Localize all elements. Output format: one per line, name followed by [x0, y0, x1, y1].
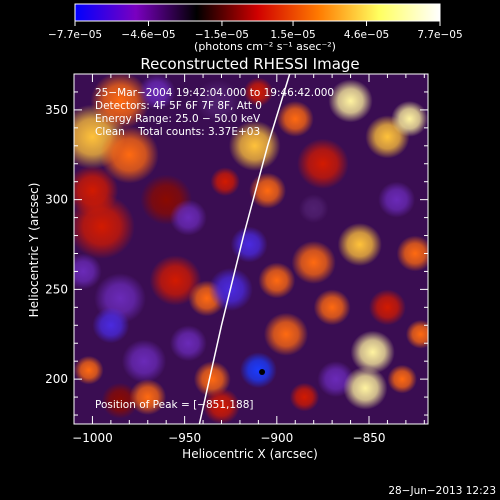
heatmap-blob	[350, 330, 395, 374]
heatmap-blob	[149, 255, 202, 306]
colorbar-ticks: −7.7e−05 −4.6e−05 −1.5e−05 1.5e−05 4.6e−05 7.…	[48, 21, 463, 41]
heatmap-blob	[210, 167, 240, 197]
colorbar-tick-label: 1.5e−05	[270, 29, 315, 41]
chart-title: Reconstructed RHESSI Image	[140, 55, 359, 73]
colorbar-tick-label: −1.5e−05	[195, 29, 249, 41]
annotation-time-range: 25−Mar−2004 19:42:04.000 to 19:46:42.000	[95, 87, 334, 99]
heatmap-blob	[129, 379, 167, 416]
heatmap-blob	[90, 74, 150, 130]
heatmap-blob	[289, 382, 320, 412]
heatmap-blob	[121, 339, 167, 383]
heatmap-blob	[405, 319, 428, 349]
y-axis: 200 250 300 350	[45, 73, 428, 416]
x-tick-label: −900	[260, 431, 293, 445]
heatmap-blob	[337, 222, 382, 267]
heatmap-blob	[396, 235, 428, 272]
heatmap-blob	[169, 325, 207, 362]
y-tick-label: 300	[45, 193, 68, 207]
heatmap-blob	[138, 74, 176, 110]
heatmap-blob	[249, 172, 287, 209]
x-tick-label: −950	[168, 431, 201, 445]
solar-limb-curve	[198, 74, 291, 424]
heatmap-blob	[298, 194, 329, 223]
y-tick-label: 250	[45, 282, 68, 296]
annotation-energy-range: Energy Range: 25.0 − 50.0 keV	[95, 113, 261, 125]
annotations: 25−Mar−2004 19:42:04.000 to 19:46:42.000…	[95, 87, 334, 411]
heatmap-blob	[313, 289, 351, 326]
heatmap-blob	[228, 120, 281, 171]
heatmap-blob	[101, 382, 139, 419]
heatmap-blob	[195, 79, 240, 123]
heatmap-blob	[263, 312, 309, 356]
x-tick-label: −850	[353, 431, 386, 445]
heatmap-blob	[99, 126, 159, 184]
heatmap-blob	[328, 79, 373, 123]
annotation-detectors: Detectors: 4F 5F 6F 7F 8F, Att 0	[95, 100, 262, 112]
heatmap-blob	[297, 138, 349, 189]
heatmap-blob	[74, 355, 104, 385]
heatmap-blob	[239, 352, 277, 389]
plot-frame	[73, 73, 429, 425]
colorbar	[74, 3, 441, 22]
y-tick-label: 200	[45, 372, 68, 386]
peak-position-label: Position of Peak = [−851,188]	[95, 399, 254, 411]
heatmap-blob	[343, 366, 388, 410]
source-marker	[259, 368, 266, 375]
heatmap-blob	[387, 364, 417, 394]
footer-timestamp: 28−Jun−2013 12:23	[388, 485, 496, 497]
annotation-clean-counts: Clean Total counts: 3.37E+03	[95, 126, 260, 138]
heatmap-blob	[92, 307, 130, 344]
x-axis: −1000 −950 −900 −850	[72, 74, 425, 445]
heatmap-image	[74, 74, 428, 424]
heatmap-blob	[169, 199, 207, 236]
colorbar-tick-label: −4.6e−05	[121, 29, 175, 41]
colorbar-tick-label: 7.7e−05	[417, 29, 462, 41]
heatmap-blob	[291, 240, 336, 284]
heatmap-blob	[243, 77, 274, 107]
x-axis-label: Heliocentric X (arcsec)	[182, 447, 318, 461]
heatmap-blob	[378, 181, 416, 218]
heatmap-blob	[230, 226, 268, 263]
colorbar-tick-label: −7.7e−05	[48, 29, 102, 41]
colorbar-tick-label: 4.6e−05	[344, 29, 389, 41]
heatmap-blob	[74, 253, 102, 290]
y-tick-label: 350	[45, 103, 68, 117]
heatmap-blob	[193, 361, 231, 398]
heatmap-blob	[258, 262, 296, 299]
heatmap-blob	[74, 194, 135, 259]
colorbar-label: (photons cm⁻² s⁻¹ asec⁻²)	[194, 40, 336, 53]
heatmap-blob	[391, 100, 428, 137]
heatmap-blob	[203, 388, 240, 424]
heatmap-blob	[369, 289, 406, 326]
heatmap-blob	[276, 100, 314, 137]
x-tick-label: −1000	[72, 431, 113, 445]
y-axis-label: Heliocentric Y (arcsec)	[27, 183, 41, 318]
